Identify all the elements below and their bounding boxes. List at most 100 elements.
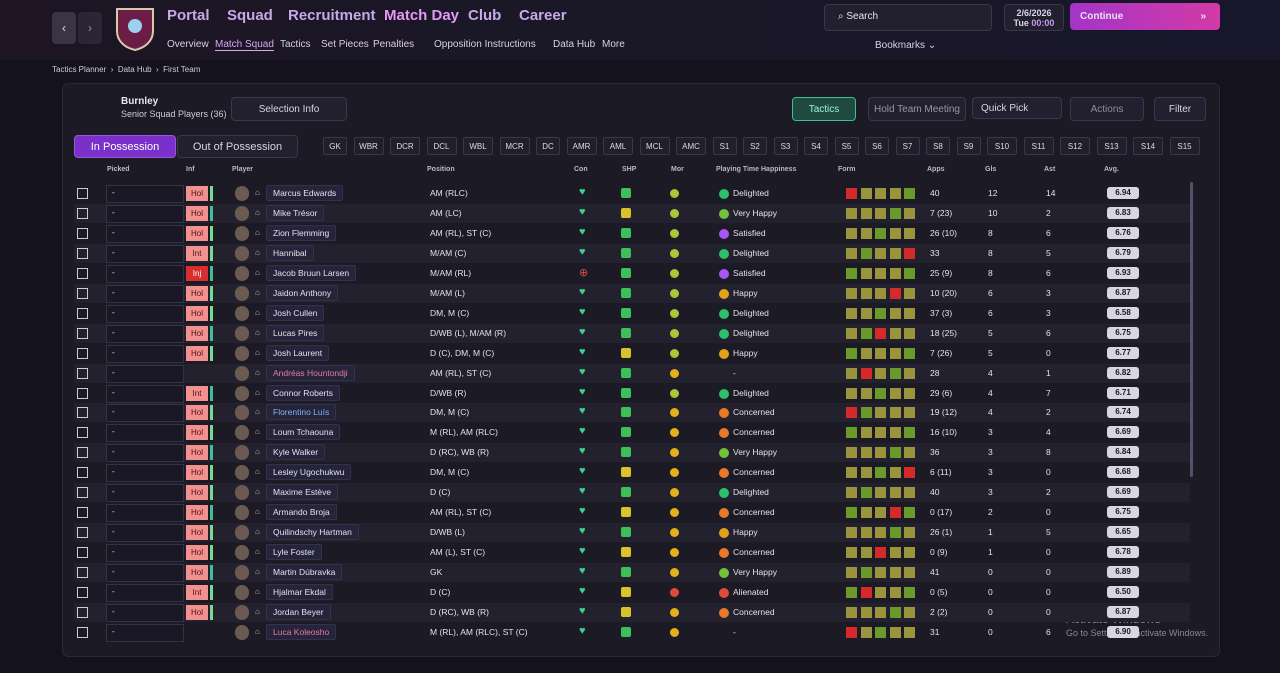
checkbox[interactable] <box>77 367 88 379</box>
position-filter[interactable]: S14 <box>1133 137 1163 155</box>
column-header[interactable]: Con <box>574 166 588 173</box>
submenu-item[interactable]: Penalties <box>373 39 415 50</box>
player-name[interactable]: Mike Trésor <box>266 204 325 221</box>
checkbox[interactable] <box>77 567 88 579</box>
picked-dropdown[interactable] <box>106 304 184 323</box>
position-filter[interactable]: AMR <box>566 137 597 155</box>
filter-button[interactable]: Filter <box>1154 97 1206 121</box>
submenu-item[interactable]: Overview <box>167 39 209 50</box>
menu-item[interactable]: Match Day <box>384 7 460 24</box>
checkbox[interactable] <box>77 347 88 359</box>
column-header[interactable]: Playing Time Happiness <box>716 166 797 173</box>
continue-button[interactable]: Continue» <box>1070 3 1220 30</box>
player-name[interactable]: Loum Tchaouna <box>266 424 341 441</box>
checkbox[interactable] <box>77 487 88 499</box>
position-filter[interactable]: MCL <box>639 137 670 155</box>
checkbox[interactable] <box>77 467 88 479</box>
checkbox[interactable] <box>77 247 88 259</box>
checkbox[interactable] <box>77 507 88 519</box>
column-header[interactable]: Form <box>838 166 856 173</box>
player-name[interactable]: Maxime Estève <box>266 484 339 501</box>
menu-item[interactable]: Recruitment <box>288 7 376 24</box>
position-filter[interactable]: S4 <box>804 137 828 155</box>
player-name[interactable]: Jacob Bruun Larsen <box>266 264 357 281</box>
picked-dropdown[interactable] <box>106 464 184 483</box>
bookmarks[interactable]: Bookmarks ⌄ <box>875 40 937 51</box>
submenu-item[interactable]: More <box>602 39 625 50</box>
submenu-item[interactable]: Match Squad <box>215 39 274 51</box>
checkbox[interactable] <box>77 287 88 299</box>
checkbox[interactable] <box>77 207 88 219</box>
player-name[interactable]: Josh Cullen <box>266 304 325 321</box>
column-header[interactable]: Player <box>232 166 254 173</box>
picked-dropdown[interactable] <box>106 603 184 622</box>
menu-item[interactable]: Portal <box>167 7 210 24</box>
checkbox[interactable] <box>77 407 88 419</box>
player-name[interactable]: Hjalmar Ekdal <box>266 584 333 600</box>
player-name[interactable]: Quilindschy Hartman <box>266 524 359 541</box>
checkbox[interactable] <box>77 587 88 598</box>
picked-dropdown[interactable] <box>106 344 184 363</box>
position-filter[interactable]: S13 <box>1096 137 1127 155</box>
picked-dropdown[interactable] <box>106 424 184 443</box>
checkbox[interactable] <box>77 307 88 319</box>
picked-dropdown[interactable] <box>106 224 184 243</box>
column-header[interactable]: Avg. <box>1104 166 1119 173</box>
checkbox[interactable] <box>77 188 88 199</box>
player-name[interactable]: Luca Koleosho <box>266 623 337 640</box>
hold-meeting[interactable]: Hold Team Meeting <box>868 97 966 121</box>
picked-dropdown[interactable] <box>106 384 184 403</box>
checkbox[interactable] <box>77 447 88 459</box>
submenu-item[interactable]: Tactics <box>280 39 311 50</box>
column-header[interactable]: Apps <box>927 166 945 173</box>
position-filter[interactable]: DCL <box>426 137 457 155</box>
checkbox[interactable] <box>77 626 88 638</box>
back-button[interactable]: ‹ <box>52 12 76 44</box>
player-name[interactable]: Josh Laurent <box>266 344 330 361</box>
player-name[interactable]: Armando Broja <box>266 504 337 521</box>
position-filter[interactable]: S6 <box>865 137 889 155</box>
breadcrumb-item[interactable]: First Team <box>163 65 201 74</box>
search-button[interactable]: ⌕ Search <box>838 11 879 22</box>
position-filter[interactable]: DC <box>536 137 560 155</box>
column-header[interactable]: Ast <box>1044 166 1056 173</box>
picked-dropdown[interactable] <box>106 324 184 343</box>
picked-dropdown[interactable] <box>106 264 184 283</box>
position-filter[interactable]: S2 <box>743 137 767 155</box>
player-name[interactable]: Lucas Pires <box>266 324 325 341</box>
picked-dropdown[interactable] <box>106 244 184 263</box>
date-box[interactable]: 2/6/2026 Tue 00:00 <box>1004 4 1064 31</box>
picked-dropdown[interactable] <box>106 444 184 463</box>
picked-dropdown[interactable] <box>106 185 184 203</box>
position-filter[interactable]: S12 <box>1060 137 1090 155</box>
position-filter[interactable]: S8 <box>926 137 950 155</box>
tactics-button[interactable]: Tactics <box>792 97 856 121</box>
picked-dropdown[interactable] <box>106 364 184 383</box>
picked-dropdown[interactable] <box>106 284 184 303</box>
picked-dropdown[interactable] <box>106 564 184 583</box>
checkbox[interactable] <box>77 267 88 279</box>
player-name[interactable]: Hannibal <box>266 244 314 261</box>
checkbox[interactable] <box>77 387 88 399</box>
picked-dropdown[interactable] <box>106 404 184 423</box>
position-filter[interactable]: S10 <box>987 137 1017 155</box>
checkbox[interactable] <box>77 427 88 439</box>
player-name[interactable]: Jordan Beyer <box>266 603 331 620</box>
position-filter[interactable]: S5 <box>834 137 859 155</box>
checkbox[interactable] <box>77 547 88 559</box>
player-name[interactable]: Connor Roberts <box>266 384 341 401</box>
player-name[interactable]: Andréas Hountondji <box>266 364 355 381</box>
breadcrumb-item[interactable]: Tactics Planner <box>52 65 107 74</box>
actions-button[interactable]: Actions <box>1070 97 1144 121</box>
player-name[interactable]: Lyle Foster <box>266 544 322 561</box>
checkbox[interactable] <box>77 606 88 618</box>
submenu-item[interactable]: Opposition Instructions <box>434 39 536 50</box>
position-filter[interactable]: S1 <box>712 137 737 155</box>
position-filter[interactable]: S11 <box>1023 137 1054 155</box>
column-header[interactable]: Picked <box>107 166 130 173</box>
picked-dropdown[interactable] <box>106 504 184 523</box>
submenu-item[interactable]: Data Hub <box>553 39 596 50</box>
position-filter[interactable]: S3 <box>773 137 798 155</box>
picked-dropdown[interactable] <box>106 623 184 642</box>
position-filter[interactable]: S9 <box>956 137 981 155</box>
